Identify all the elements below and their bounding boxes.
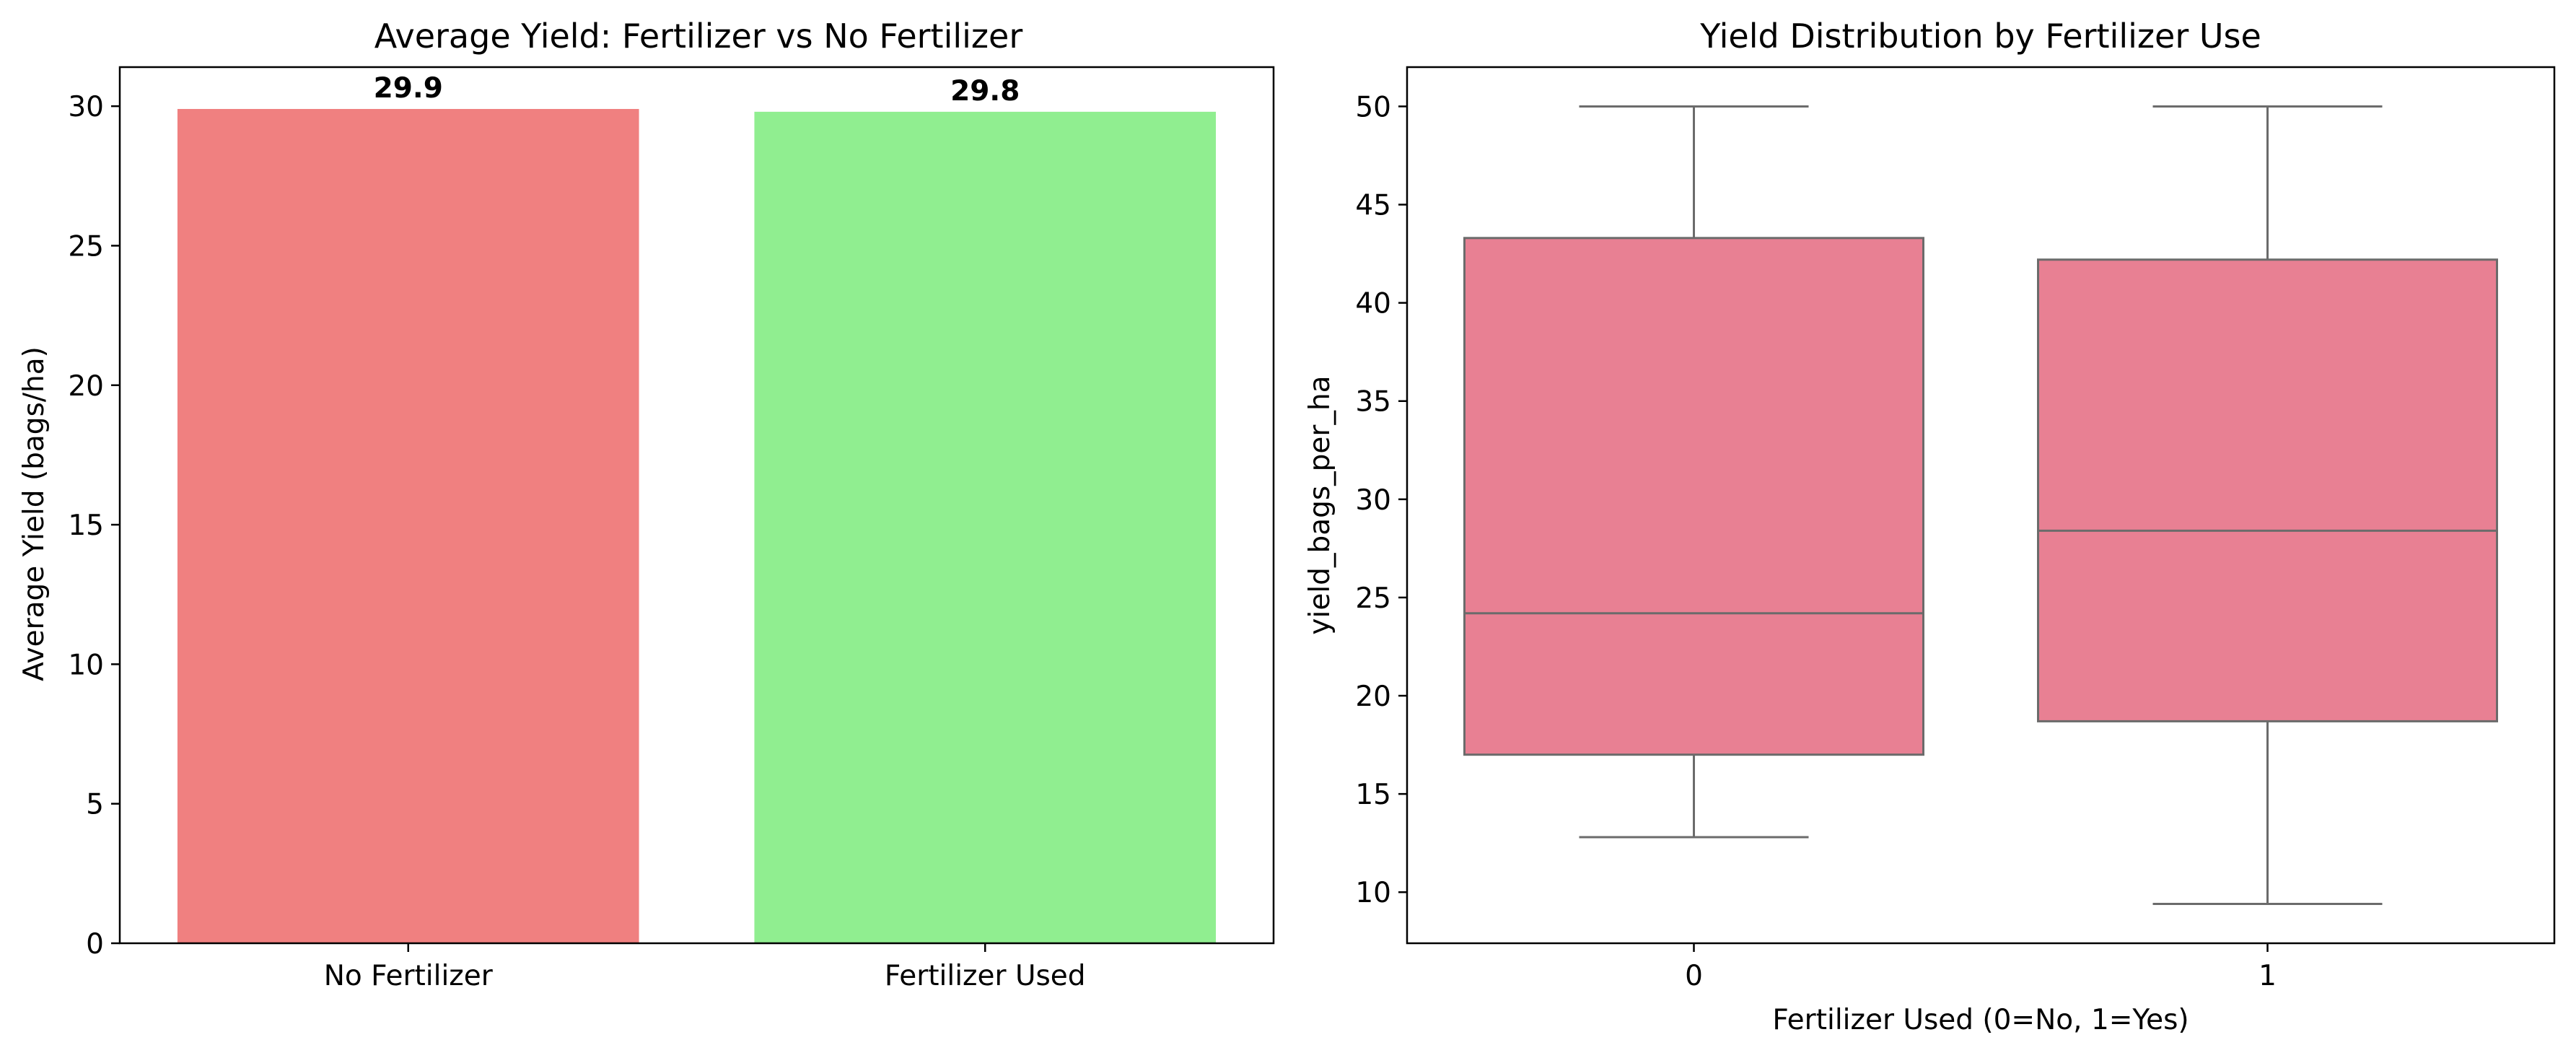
y-tick-label: 45 (1355, 190, 1391, 222)
y-tick-label: 0 (86, 928, 104, 961)
y-tick-label: 30 (1355, 484, 1391, 517)
y-tick-label: 15 (68, 510, 104, 542)
x-tick-label: 1 (2259, 960, 2277, 992)
x-tick-label: Fertilizer Used (885, 960, 1086, 992)
y-tick-label: 40 (1355, 288, 1391, 320)
data-label: 29.8 (950, 75, 1020, 108)
box-plot-panel: Yield Distribution by Fertilizer Use Fer… (1304, 17, 2556, 1036)
y-tick-label: 30 (68, 91, 104, 123)
y-tick-label: 25 (1355, 582, 1391, 615)
box-plot-xlabel: Fertilizer Used (0=No, 1=Yes) (1772, 1004, 2189, 1036)
y-tick-label: 20 (68, 370, 104, 403)
y-tick-label: 25 (68, 230, 104, 263)
box-plot-ylabel: yield_bags_per_ha (1304, 375, 1336, 634)
data-label: 29.9 (374, 72, 443, 105)
y-tick-label: 5 (86, 789, 104, 821)
bar-chart-frame (118, 66, 1275, 945)
bar-chart-panel: Average Yield: Fertilizer vs No Fertiliz… (18, 17, 1275, 992)
bar (754, 111, 1217, 944)
bar-chart-marks: 29.9 No Fertilizer 29.8 Fertilizer Used 0 5 10… (68, 72, 1217, 992)
y-tick-label: 15 (1355, 779, 1391, 811)
y-tick-label: 10 (68, 649, 104, 681)
x-tick-label: No Fertilizer (324, 960, 494, 992)
bar (177, 108, 639, 943)
box-plot-title: Yield Distribution by Fertilizer Use (1699, 17, 2261, 56)
box (2037, 258, 2498, 722)
y-tick-label: 10 (1355, 877, 1391, 909)
box (1463, 237, 1924, 756)
x-tick-label: 0 (1685, 960, 1703, 992)
box-plot-frame (1406, 66, 2556, 945)
y-tick-label: 35 (1355, 386, 1391, 419)
box-plot-marks: 0 1 10 15 20 25 30 35 40 45 50 (1355, 91, 2498, 992)
y-tick-label: 50 (1355, 91, 1391, 123)
bar-chart-title: Average Yield: Fertilizer vs No Fertiliz… (374, 17, 1023, 56)
y-tick-label: 20 (1355, 681, 1391, 713)
bar-chart-ylabel: Average Yield (bags/ha) (18, 346, 51, 681)
